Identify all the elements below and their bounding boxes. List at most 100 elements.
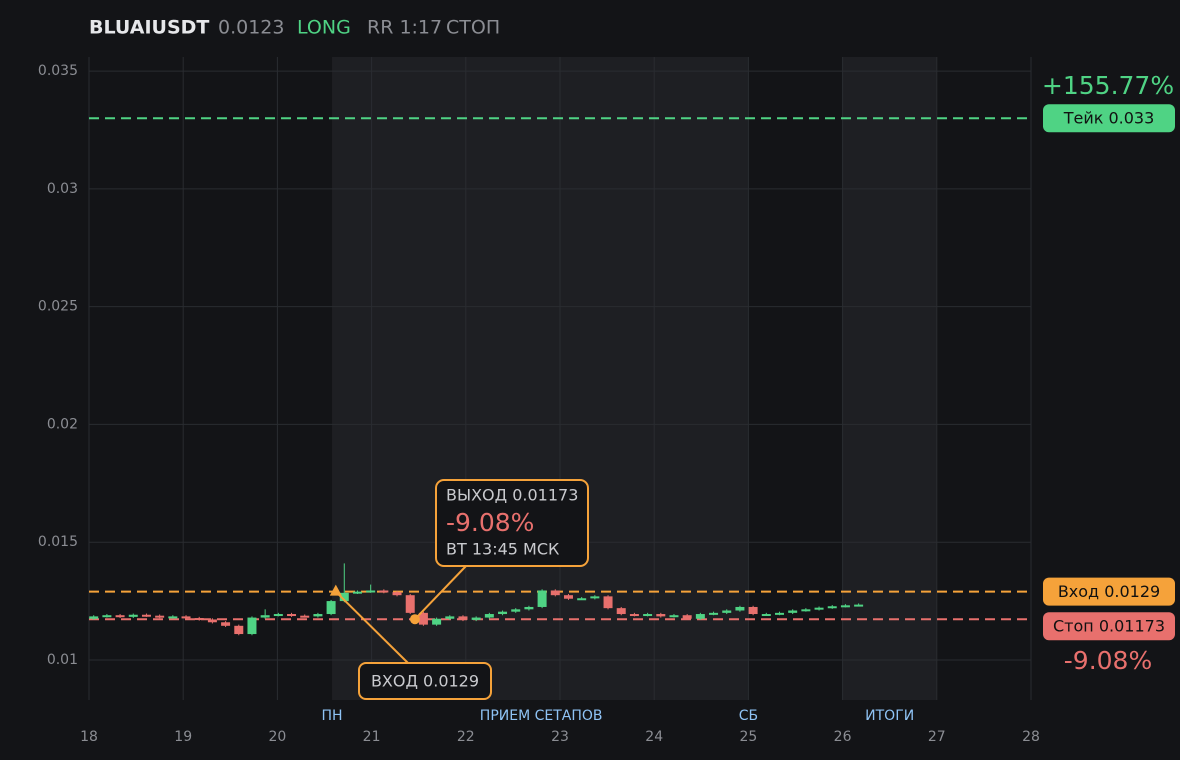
y-tick-label: 0.025 <box>38 299 78 315</box>
session-label: ПРИЕМ СЕТАПОВ <box>480 708 603 724</box>
candle-body <box>511 609 521 612</box>
candle-body <box>603 596 613 609</box>
exit-marker <box>409 614 420 625</box>
candle-body <box>854 604 864 607</box>
candle-body <box>115 615 125 618</box>
x-tick-label: 27 <box>928 729 946 745</box>
candle-body <box>669 615 679 618</box>
candle-body <box>260 615 270 618</box>
level-label: Стоп 0.01173 <box>1053 617 1165 636</box>
y-tick-label: 0.015 <box>38 534 78 550</box>
candle-body <box>458 616 468 620</box>
candle-body <box>616 608 626 615</box>
x-tick-label: 19 <box>174 729 192 745</box>
candle-body <box>709 612 719 615</box>
session-label: СБ <box>739 708 758 724</box>
exit-pct: -9.08% <box>446 508 534 537</box>
rr: RR 1:17 <box>367 17 442 39</box>
candle-body <box>563 595 573 599</box>
candle-body <box>788 610 798 613</box>
x-tick-label: 18 <box>80 729 98 745</box>
connector <box>414 565 467 620</box>
candle-body <box>484 614 494 618</box>
candle-body <box>194 618 204 621</box>
x-tick-label: 23 <box>551 729 569 745</box>
level-pill <box>1043 104 1175 133</box>
entry-label: ВХОД 0.0129 <box>371 672 479 691</box>
candle-body <box>537 590 547 607</box>
candle-body <box>366 590 376 593</box>
candle-body <box>207 619 217 623</box>
session-band <box>842 57 937 700</box>
candle-body <box>273 614 283 617</box>
y-tick-label: 0.02 <box>47 416 78 432</box>
candle-body <box>445 616 455 619</box>
candle-body <box>102 615 112 618</box>
candle-body <box>339 592 349 602</box>
level-pct: -9.08% <box>1064 646 1152 675</box>
session-label: ПН <box>322 708 343 724</box>
candle-body <box>313 614 323 617</box>
x-tick-label: 21 <box>363 729 381 745</box>
entry-box <box>358 662 492 700</box>
candle-body <box>234 625 244 635</box>
candle-body <box>379 590 389 593</box>
level-pill <box>1043 577 1175 606</box>
candle-body <box>300 615 310 618</box>
candle-body <box>247 617 257 635</box>
x-tick-label: 25 <box>739 729 757 745</box>
candle-body <box>128 614 138 617</box>
candle-body <box>326 601 336 615</box>
symbol: BLUAIUSDT <box>89 17 209 39</box>
level-label: Вход 0.0129 <box>1058 582 1160 601</box>
candle-body <box>814 607 824 610</box>
candle-body <box>722 610 732 613</box>
entry-marker <box>329 584 342 596</box>
candle-body <box>141 614 151 617</box>
candle-body <box>656 614 666 617</box>
x-tick-label: 20 <box>268 729 286 745</box>
candle-body <box>643 614 653 617</box>
x-tick-label: 26 <box>834 729 852 745</box>
y-tick-label: 0.03 <box>47 181 78 197</box>
candle-body <box>352 591 362 594</box>
candle-body <box>550 590 560 596</box>
price: 0.0123 <box>218 17 284 39</box>
level-pill <box>1043 612 1175 641</box>
status: СТОП <box>446 17 500 39</box>
level-label: Тейк 0.033 <box>1063 109 1155 128</box>
candle-body <box>748 606 758 615</box>
candle-body <box>405 595 415 613</box>
candle-body <box>774 612 784 615</box>
candle-body <box>168 616 178 619</box>
exit-box <box>435 479 589 567</box>
candle-body <box>590 596 600 599</box>
candle-body <box>392 592 402 596</box>
x-tick-label: 22 <box>457 729 475 745</box>
candle-body <box>89 616 99 619</box>
candle-body <box>471 617 481 620</box>
y-tick-label: 0.01 <box>47 652 78 668</box>
candle-body <box>735 606 745 611</box>
candle-body <box>761 614 771 617</box>
candle-body <box>827 606 837 609</box>
candle-body <box>221 622 231 626</box>
candle-body <box>498 611 508 615</box>
candle-body <box>181 616 191 619</box>
candle-body <box>418 612 428 625</box>
x-tick-label: 24 <box>645 729 663 745</box>
candle-body <box>840 605 850 608</box>
candle-body <box>801 609 811 612</box>
candle-body <box>524 606 534 610</box>
connector <box>335 590 409 664</box>
session-label: ИТОГИ <box>865 708 914 724</box>
candle-body <box>629 614 639 617</box>
candle-body <box>682 615 692 619</box>
candle-body <box>577 598 587 601</box>
candle-body <box>695 614 705 619</box>
side: LONG <box>297 17 351 39</box>
y-tick-label: 0.035 <box>38 63 78 79</box>
candle-body <box>432 618 442 625</box>
candle-body <box>287 614 297 617</box>
